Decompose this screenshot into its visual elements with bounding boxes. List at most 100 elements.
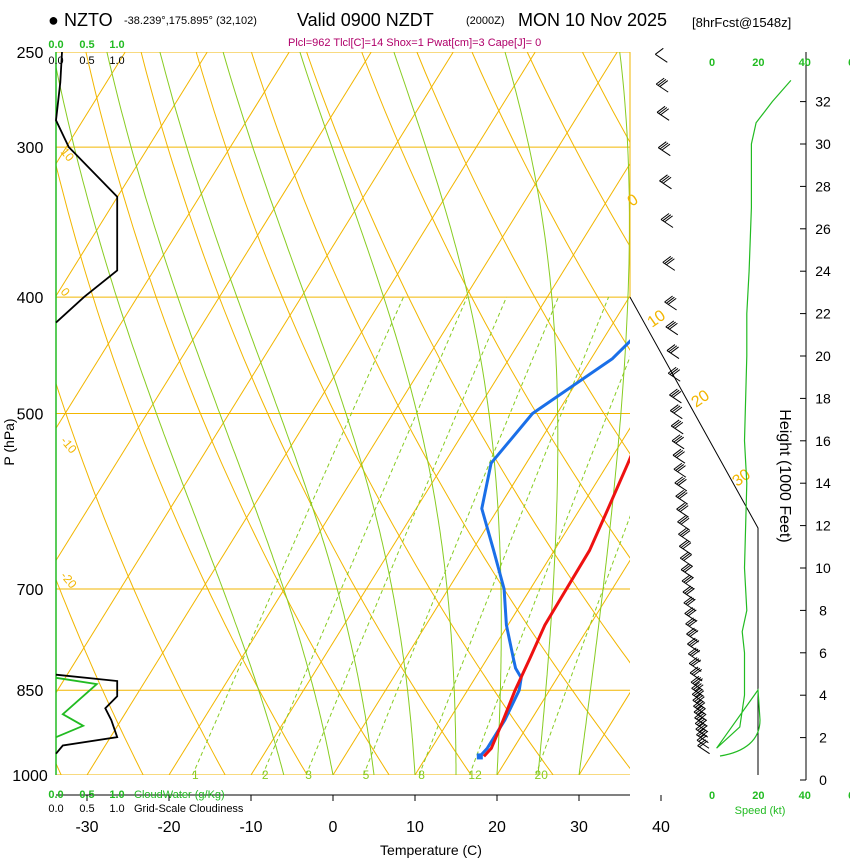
moist-adiabat [504, 52, 559, 775]
wind-barb-flag [660, 213, 670, 220]
wind-barb [667, 366, 681, 382]
height-tick-label: 6 [819, 645, 827, 661]
height-tick-label: 32 [815, 94, 831, 110]
wind-barb [665, 320, 679, 336]
cloud-scale-top-black: 0.5 [79, 55, 94, 67]
speed-tick-top: 0 [709, 57, 715, 69]
isotherm-label: -10 [58, 434, 80, 457]
mixing-ratio-line [363, 296, 559, 775]
isotherm-line [825, 52, 850, 775]
isotherm-line [56, 52, 372, 562]
wind-barb [674, 476, 688, 492]
dewpoint-profile [478, 339, 630, 758]
wind-barb [670, 419, 684, 435]
wind-barb [660, 213, 674, 228]
wind-barb-flag [694, 678, 703, 686]
wind-barb [697, 739, 710, 755]
dry-adiabat [56, 578, 144, 775]
dry-adiabat [471, 52, 630, 351]
wind-barb-flag [654, 47, 664, 55]
wind-barb [682, 585, 696, 601]
speed-tick-top: 40 [799, 57, 811, 69]
wind-barb-flag [676, 451, 685, 459]
wind-barb-flag [684, 586, 694, 594]
wind-barb-flag [673, 406, 683, 414]
wind-barb-flag [681, 574, 691, 582]
wind-barb-flag [685, 597, 694, 605]
temp-tick-label: -20 [157, 819, 180, 836]
pressure-tick-label: 700 [17, 582, 44, 599]
mixing-ratio-line [469, 355, 630, 775]
wind-barb-flag [682, 585, 692, 593]
mixing-ratio-line [418, 296, 610, 775]
dry-adiabat-label: 0 [625, 191, 642, 210]
wind-barb-flag [683, 596, 693, 604]
moist-adiabat [578, 52, 630, 775]
wind-barb-flag [672, 420, 682, 428]
isotherm-line [250, 162, 630, 775]
temp-tick-label: 20 [488, 819, 506, 836]
wind-barb [676, 502, 689, 518]
dry-adiabat [306, 52, 630, 664]
pressure-tick-label: 250 [17, 45, 44, 62]
wind-barb [675, 489, 688, 505]
station-bullet: ● [48, 10, 59, 30]
cloud-scale-top-black: 1.0 [109, 55, 124, 67]
wind-barb-flag [680, 563, 690, 571]
wind-barb-flag [657, 78, 667, 86]
mixing-ratio-line [262, 296, 468, 775]
wind-barb [655, 77, 669, 93]
mixing-ratio-label: 8 [418, 768, 425, 782]
y-axis-label: P (hPa) [1, 418, 17, 465]
wind-barb-flag [666, 296, 675, 304]
wind-barb-flag [675, 464, 685, 471]
cloud-scale-top-green: 0.5 [79, 39, 94, 51]
wind-barb-flag [674, 450, 684, 457]
wind-barb-flag [673, 462, 683, 470]
wind-barb [669, 404, 683, 420]
wind-barb-flag [677, 491, 686, 498]
wind-barb-flag [669, 404, 679, 412]
wind-barb-flag [670, 419, 680, 427]
height-tick-label: 14 [815, 475, 831, 491]
cloud-scale-top-green: 1.0 [109, 39, 124, 51]
isotherm-label: -20 [58, 569, 80, 592]
temp-tick-label: 30 [570, 819, 588, 836]
cloud-water [55, 676, 99, 739]
wind-barb-flag [687, 598, 696, 606]
x-axis-label: Temperature (C) [380, 842, 482, 858]
wind-barb-flag [664, 295, 673, 303]
cloud-scale-bottom-black: 1.0 [109, 803, 124, 815]
wind-barb [678, 527, 691, 543]
wind-barb [669, 388, 682, 404]
wind-barb-flag [686, 588, 695, 595]
wind-barb-flag [677, 515, 686, 523]
dry-adiabat-label: 30 [730, 466, 754, 490]
wind-barb-flag [675, 489, 685, 497]
valid-utc: (2000Z) [466, 15, 505, 27]
pressure-tick-label: 850 [17, 683, 44, 700]
wind-barb-flag [690, 675, 700, 683]
wind-barb [690, 675, 704, 691]
wind-barb-flag [672, 390, 682, 398]
wind-barb-flag [670, 346, 679, 354]
wind-barb-flag [658, 107, 668, 114]
dry-adiabat [56, 163, 308, 775]
isotherm-line [743, 52, 850, 775]
speed-tick-bottom: 0 [709, 790, 715, 802]
dry-adiabat [581, 52, 630, 144]
wind-barb-flag [692, 677, 702, 684]
cloud-scale-bottom-black: 0.5 [79, 803, 94, 815]
cloud-scale-bottom-green: 1.0 [109, 789, 124, 801]
mixing-ratio-line [305, 296, 507, 775]
isotherm-line [661, 52, 850, 775]
wind-barb-flag [685, 576, 694, 584]
speed-axis-label: Speed (kt) [735, 805, 786, 817]
wind-barb [681, 574, 695, 590]
isotherm-line [56, 52, 208, 297]
moist-adiabat [222, 52, 416, 775]
wind-barb-flag [671, 434, 681, 442]
wind-barb-flag [669, 368, 679, 375]
dry-adiabat [416, 52, 630, 455]
wind-barb-flag [662, 255, 672, 263]
